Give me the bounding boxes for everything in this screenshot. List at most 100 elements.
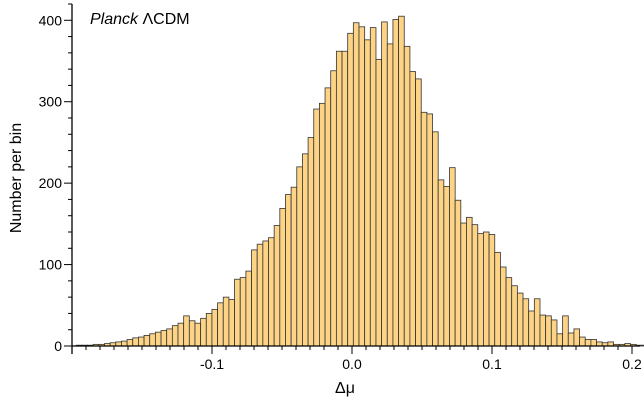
histogram-bar	[217, 302, 224, 347]
histogram-bar	[573, 328, 580, 347]
histogram-bar	[443, 185, 450, 347]
histogram-bar	[483, 231, 490, 347]
histogram-bar	[545, 315, 552, 347]
histogram-bar	[228, 299, 235, 347]
histogram-bar	[499, 266, 507, 347]
histogram-bar	[488, 234, 496, 347]
y-axis-title: Number per bin	[8, 123, 25, 233]
histogram-bar	[477, 233, 484, 347]
histogram-bar	[154, 331, 162, 347]
histogram-bar	[539, 314, 547, 347]
histogram-bar	[375, 58, 383, 347]
histogram-bar	[166, 328, 173, 347]
histogram-bar	[126, 339, 134, 347]
histogram-bar	[307, 137, 315, 347]
histogram-bar	[533, 298, 541, 347]
histogram-bar	[222, 296, 230, 347]
histogram-bar	[290, 186, 298, 347]
y-tick-label: 400	[39, 12, 63, 28]
histogram-bar	[471, 224, 479, 347]
histogram-bar	[494, 251, 501, 347]
histogram-bar	[138, 336, 145, 347]
histogram-bar	[285, 194, 292, 347]
x-tick-label: 0.0	[342, 356, 362, 372]
histogram-bar	[341, 50, 349, 347]
x-tick-label: 0.1	[482, 356, 502, 372]
histogram-bar	[432, 131, 439, 347]
histogram-bar	[296, 166, 303, 347]
histogram-bar	[415, 78, 422, 347]
histogram-bar	[200, 317, 207, 347]
histogram-bar	[550, 319, 558, 347]
histogram-bar	[302, 153, 309, 347]
histogram-bar	[409, 71, 416, 347]
histogram-bar	[562, 315, 569, 347]
histogram-bar	[121, 340, 128, 347]
annotation-italic: Planck	[90, 11, 139, 28]
histogram-bar	[420, 111, 428, 347]
histogram-bar	[132, 337, 139, 347]
histogram-bar	[466, 216, 473, 347]
histogram-bar	[279, 207, 286, 347]
histogram-bar	[194, 322, 202, 347]
histogram-bar	[177, 322, 185, 347]
histogram-bar	[324, 87, 332, 347]
histogram-bar	[358, 26, 366, 347]
histogram-bar	[454, 199, 462, 347]
histogram-bar	[516, 292, 524, 347]
histogram-bar	[403, 45, 411, 347]
histogram-bar	[381, 21, 388, 347]
histogram-bar	[528, 310, 535, 347]
y-tick-label: 0	[54, 338, 62, 354]
histogram-bar	[505, 277, 513, 347]
histogram-bar	[449, 167, 456, 347]
histogram-bar	[398, 15, 405, 347]
histogram-bar	[143, 335, 151, 347]
histogram-bar	[437, 179, 445, 347]
histogram-bar	[386, 43, 394, 347]
histogram-bar	[245, 270, 252, 347]
histogram-bar	[641, 344, 644, 347]
histogram-bar	[347, 32, 354, 347]
histogram-bar	[319, 102, 326, 347]
histogram-bar	[335, 50, 343, 347]
histogram-bar	[205, 313, 213, 347]
histogram-bar	[369, 27, 377, 347]
histogram-bar	[364, 39, 371, 347]
histogram-bar	[268, 237, 275, 347]
histogram-bar	[239, 277, 247, 347]
histogram-bar	[579, 336, 586, 347]
y-tick-label: 100	[39, 257, 63, 273]
histogram-bar	[590, 339, 597, 347]
histogram-bar	[511, 285, 518, 347]
histogram-bar	[171, 325, 179, 347]
histogram-bar	[262, 240, 269, 347]
histogram-bar	[211, 308, 219, 347]
histogram-bar	[584, 339, 592, 347]
x-tick-label: -0.1	[200, 356, 224, 372]
histogram-bar	[522, 298, 530, 347]
x-tick-label: 0.2	[622, 356, 642, 372]
chart-annotation: Planck ΛCDM	[90, 11, 190, 28]
annotation-model: ΛCDM	[138, 11, 190, 28]
histogram-bar	[352, 22, 360, 347]
histogram-bar	[567, 332, 575, 347]
histogram-bar	[234, 278, 241, 347]
histogram-bar	[313, 108, 320, 347]
histogram-bar	[330, 70, 337, 347]
histogram-bar	[392, 19, 400, 347]
histogram-bar	[256, 243, 264, 347]
histogram-bar	[426, 113, 433, 347]
histogram-bar	[556, 333, 564, 347]
histogram-bar	[183, 315, 190, 347]
y-tick-label: 200	[39, 175, 63, 191]
histogram-bar	[160, 330, 168, 347]
histogram-bar	[273, 225, 281, 347]
histogram-bar	[188, 320, 196, 347]
histogram-bar	[149, 333, 156, 347]
histogram-bar	[460, 222, 467, 347]
histogram-bar	[251, 249, 258, 347]
y-tick-label: 300	[39, 94, 63, 110]
x-axis-title: Δμ	[335, 380, 355, 397]
